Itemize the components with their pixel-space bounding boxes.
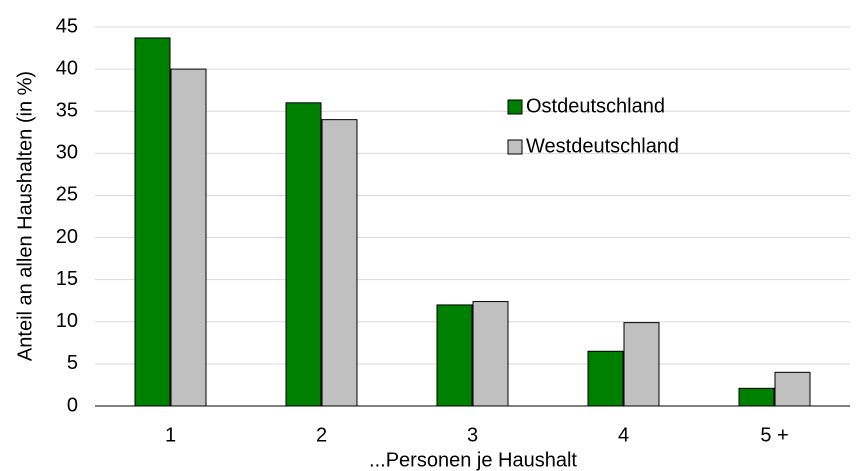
bar — [738, 387, 775, 407]
y-tick-label: 25 — [56, 184, 78, 206]
y-tick-label: 0 — [67, 394, 78, 416]
legend-label: Westdeutschland — [526, 135, 679, 157]
legend-swatch — [507, 139, 523, 155]
y-tick-label: 35 — [56, 100, 78, 122]
x-tick-label: 3 — [467, 424, 478, 446]
y-tick-label: 45 — [56, 15, 78, 37]
bar — [170, 68, 207, 407]
bar — [436, 304, 473, 407]
y-axis-label: Anteil an allen Haushalten (in %) — [14, 71, 36, 361]
y-tick-label: 20 — [56, 226, 78, 248]
legend-label: Ostdeutschland — [526, 95, 665, 117]
bar — [472, 301, 509, 407]
y-tick-label: 40 — [56, 57, 78, 79]
bar — [285, 102, 322, 407]
x-tick-label: 2 — [316, 424, 327, 446]
x-tick-label: 4 — [618, 424, 629, 446]
x-tick-label: 5 + — [760, 424, 788, 446]
y-tick-label: 30 — [56, 142, 78, 164]
bar — [321, 119, 358, 407]
legend-swatch — [507, 99, 523, 115]
bar — [134, 37, 171, 407]
bar — [623, 322, 660, 407]
bar — [587, 350, 624, 407]
bar — [774, 371, 811, 407]
y-tick-label: 5 — [67, 352, 78, 374]
x-axis-label: ...Personen je Haushalt — [369, 449, 577, 471]
y-tick-label: 10 — [56, 310, 78, 332]
x-tick-label: 1 — [165, 424, 176, 446]
y-tick-label: 15 — [56, 268, 78, 290]
